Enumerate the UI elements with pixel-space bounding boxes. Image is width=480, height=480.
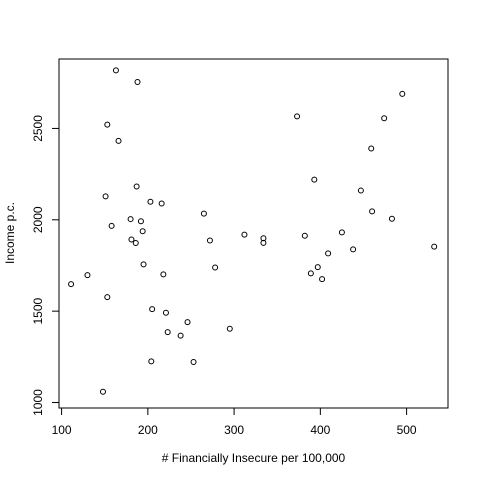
data-point [127,216,134,223]
data-point [102,193,109,200]
data-point [104,121,111,128]
x-axis: 100 200 300 400 500 [52,407,417,437]
data-point [84,272,91,279]
data-point [133,183,140,190]
data-point [301,232,308,239]
data-point [319,276,326,283]
data-point [149,306,156,313]
y-tick-label: 2500 [31,115,45,142]
data-point [350,246,357,253]
data-point [177,332,184,339]
data-point [338,229,345,236]
data-point [260,239,267,246]
data-point [226,325,233,332]
data-point [307,270,314,277]
data-point [148,358,155,365]
data-point [140,261,147,268]
data-point [190,358,197,365]
data-point [314,264,321,271]
x-tick-label: 400 [310,423,330,437]
data-point [139,228,146,235]
x-tick-label: 100 [52,423,72,437]
y-tick-label: 2000 [31,206,45,233]
data-point [115,137,122,144]
data-point [381,115,388,122]
y-axis-label: Income p.c. [3,202,17,264]
data-point [162,309,169,316]
data-point [325,250,332,257]
y-tick-label: 1500 [31,297,45,324]
data-point [388,215,395,222]
data-point [134,79,141,86]
data-point [357,187,364,194]
data-point [431,243,438,250]
data-point [160,271,167,278]
x-tick-label: 200 [138,423,158,437]
data-point [294,113,301,120]
y-tick-label: 1000 [31,389,45,416]
data-point [241,231,248,238]
data-point [212,264,219,271]
data-points [68,67,438,395]
data-point [99,388,106,395]
y-axis: 1000 1500 2000 2500 [31,115,60,416]
data-point [164,329,171,336]
data-point [132,240,139,247]
data-point [68,281,75,288]
data-point [184,319,191,326]
data-point [206,237,213,244]
data-point [108,222,115,229]
data-point [200,210,207,217]
data-point [369,208,376,215]
data-point [158,200,165,207]
data-point [311,176,318,183]
data-point [112,67,119,74]
data-point [399,90,406,97]
x-tick-label: 300 [224,423,244,437]
data-point [104,294,111,301]
x-tick-label: 500 [397,423,417,437]
data-point [128,236,135,243]
data-point [137,218,144,225]
x-axis-label: # Financially Insecure per 100,000 [162,451,346,465]
data-point [368,145,375,152]
data-point [147,198,154,205]
